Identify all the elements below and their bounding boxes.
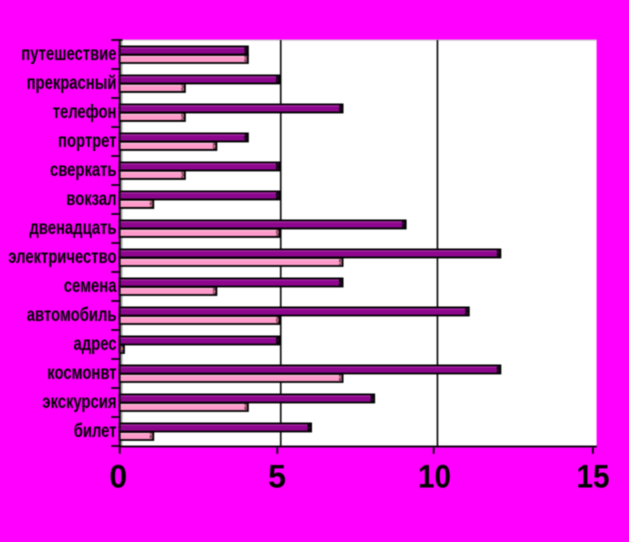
svg-text:10: 10 xyxy=(418,459,451,495)
svg-text:прекрасный: прекрасный xyxy=(27,72,117,94)
svg-text:телефон: телефон xyxy=(53,101,117,123)
svg-text:0: 0 xyxy=(109,459,127,495)
svg-text:билет: билет xyxy=(74,420,117,442)
svg-text:двенадцать: двенадцать xyxy=(29,217,116,239)
svg-text:путешествие: путешествие xyxy=(21,43,116,65)
svg-text:портрет: портрет xyxy=(58,130,117,152)
svg-text:экскурсия: экскурсия xyxy=(42,391,116,413)
svg-text:космонвт: космонвт xyxy=(47,362,116,384)
svg-text:электричество: электричество xyxy=(8,246,116,268)
svg-text:сверкать: сверкать xyxy=(50,159,117,181)
svg-text:5: 5 xyxy=(268,459,286,495)
svg-text:семена: семена xyxy=(64,275,117,297)
svg-text:автомобиль: автомобиль xyxy=(27,304,117,326)
svg-text:вокзал: вокзал xyxy=(66,188,116,210)
svg-text:адрес: адрес xyxy=(74,333,117,355)
svg-text:15: 15 xyxy=(577,459,610,495)
